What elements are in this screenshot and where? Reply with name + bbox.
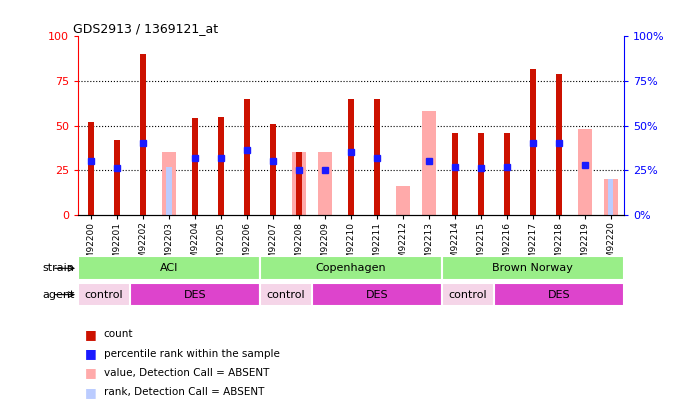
Bar <box>292 152 306 215</box>
Bar <box>192 118 198 215</box>
Bar <box>504 133 510 215</box>
Bar <box>218 117 224 215</box>
FancyBboxPatch shape <box>78 256 260 280</box>
Bar <box>244 99 250 215</box>
FancyBboxPatch shape <box>442 256 624 280</box>
Bar <box>478 133 483 215</box>
Text: DES: DES <box>547 290 570 300</box>
Text: ACI: ACI <box>160 263 178 273</box>
Text: Brown Norway: Brown Norway <box>492 263 573 273</box>
Bar <box>608 179 614 215</box>
FancyBboxPatch shape <box>78 283 130 307</box>
Text: DES: DES <box>184 290 206 300</box>
Bar <box>452 133 458 215</box>
Text: control: control <box>266 290 305 300</box>
Text: ■: ■ <box>85 328 96 341</box>
Text: control: control <box>85 290 123 300</box>
Text: value, Detection Call = ABSENT: value, Detection Call = ABSENT <box>104 368 269 378</box>
FancyBboxPatch shape <box>260 283 312 307</box>
Text: percentile rank within the sample: percentile rank within the sample <box>104 349 279 358</box>
FancyBboxPatch shape <box>494 283 624 307</box>
Text: rank, Detection Call = ABSENT: rank, Detection Call = ABSENT <box>104 388 264 397</box>
Bar <box>88 122 94 215</box>
Text: GDS2913 / 1369121_at: GDS2913 / 1369121_at <box>73 22 218 35</box>
FancyBboxPatch shape <box>312 283 442 307</box>
Text: Copenhagen: Copenhagen <box>315 263 386 273</box>
Bar <box>348 99 354 215</box>
Bar <box>530 68 536 215</box>
Bar <box>162 152 176 215</box>
Text: DES: DES <box>365 290 388 300</box>
Bar <box>578 129 592 215</box>
Bar <box>422 111 436 215</box>
Text: ■: ■ <box>85 367 96 379</box>
Text: agent: agent <box>42 290 75 300</box>
Bar <box>374 99 380 215</box>
FancyBboxPatch shape <box>130 283 260 307</box>
Bar <box>603 179 618 215</box>
Bar <box>556 74 561 215</box>
Bar <box>270 124 276 215</box>
Text: strain: strain <box>43 263 75 273</box>
FancyBboxPatch shape <box>260 256 442 280</box>
Text: ■: ■ <box>85 347 96 360</box>
FancyBboxPatch shape <box>442 283 494 307</box>
Bar <box>140 54 146 215</box>
Bar <box>396 186 410 215</box>
Bar <box>166 166 172 215</box>
Bar <box>318 152 332 215</box>
Text: ■: ■ <box>85 386 96 399</box>
Bar <box>114 140 120 215</box>
Text: control: control <box>449 290 487 300</box>
Bar <box>296 152 302 215</box>
Text: count: count <box>104 329 134 339</box>
